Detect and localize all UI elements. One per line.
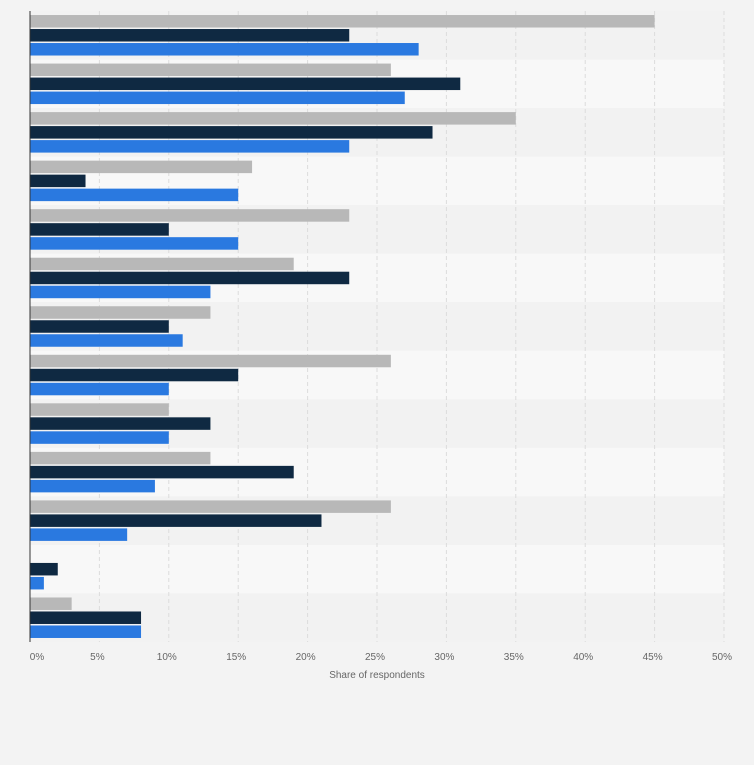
bar-series-3: [30, 431, 169, 444]
bar-series-1: [30, 209, 350, 222]
bar-series-3: [30, 625, 142, 638]
x-tick-labels: 0% 5% 10% 15% 20% 25% 30% 35% 40% 45% 50%: [30, 652, 732, 663]
bar-series-2: [30, 223, 169, 236]
x-tick-label: 30%: [434, 652, 454, 663]
bar-series-3: [30, 528, 128, 541]
x-tick-label: 35%: [504, 652, 524, 663]
bar-series-1: [30, 15, 655, 28]
bar-series-2: [30, 368, 239, 382]
bar-series-1: [30, 500, 391, 513]
bar-series-2: [30, 562, 58, 576]
bar-series-1: [30, 160, 253, 174]
bar-series-1: [30, 403, 169, 416]
x-axis-label: Share of respondents: [329, 670, 425, 681]
x-tick-label: 45%: [643, 652, 663, 663]
x-tick-label: 20%: [296, 652, 316, 663]
bar-series-3: [30, 479, 155, 493]
bar-series-2: [30, 320, 169, 333]
bar-series-3: [30, 382, 169, 396]
bar-series-3: [30, 188, 239, 202]
x-tick-label: 5%: [90, 652, 105, 663]
bar-series-1: [30, 112, 516, 125]
bar-series-3: [30, 285, 211, 299]
x-tick-label: 0%: [30, 652, 45, 663]
x-tick-label: 10%: [157, 652, 177, 663]
x-tick-label: 40%: [573, 652, 593, 663]
bar-series-2: [30, 417, 211, 430]
bar-series-3: [30, 140, 350, 153]
bar-series-3: [30, 334, 183, 347]
bar-series-2: [30, 77, 461, 91]
bar-series-3: [30, 91, 405, 105]
bar-series-2: [30, 271, 350, 285]
bar-series-2: [30, 126, 433, 139]
bar-series-2: [30, 611, 142, 624]
bars: [30, 15, 655, 638]
x-tick-label: 25%: [365, 652, 385, 663]
bar-series-1: [30, 63, 391, 77]
bar-series-2: [30, 29, 350, 42]
bar-series-1: [30, 306, 211, 319]
x-tick-label: 50%: [712, 652, 732, 663]
bar-series-1: [30, 451, 211, 465]
bar-series-1: [30, 354, 391, 368]
bar-series-2: [30, 465, 294, 479]
bar-series-1: [30, 597, 72, 610]
bar-series-1: [30, 257, 294, 271]
bar-series-3: [30, 576, 44, 590]
x-tick-label: 15%: [226, 652, 246, 663]
bar-series-3: [30, 43, 419, 56]
bar-series-2: [30, 174, 86, 188]
bar-series-2: [30, 514, 322, 527]
bar-series-3: [30, 237, 239, 250]
